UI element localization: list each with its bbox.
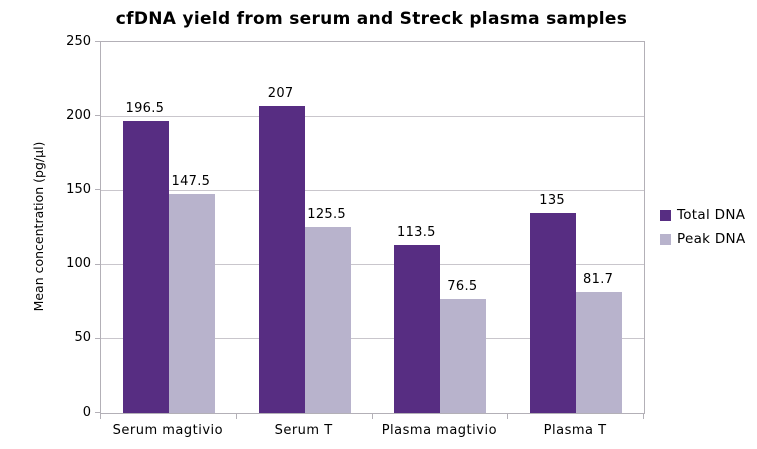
x-axis-category-label: Serum magtivio (112, 423, 224, 438)
legend-label: Peak DNA (677, 231, 746, 247)
x-axis-tick (372, 413, 373, 419)
y-axis-tick (95, 115, 100, 117)
y-axis-tick-label: 150 (66, 181, 91, 197)
bar-total-dna-serum-magtivio (122, 121, 169, 413)
x-axis-category-label: Serum T (274, 423, 333, 438)
chart-title: cfDNA yield from serum and Streck plasma… (115, 9, 628, 29)
bar-total-dna-plasma-t (530, 213, 577, 413)
x-axis-tick (507, 413, 508, 419)
x-axis-category-label: Plasma T (543, 423, 607, 438)
legend: Total DNA Peak DNA (660, 203, 745, 251)
x-axis-tick (236, 413, 237, 419)
legend-label: Total DNA (677, 207, 746, 223)
y-axis-tick (95, 189, 100, 191)
bar-value-label: 76.5 (447, 279, 478, 294)
legend-swatch-icon (660, 233, 671, 245)
y-axis-title: Mean concentration (pg/µl) (31, 141, 46, 312)
bar-peak-dna-serum-magtivio (168, 194, 215, 413)
bar-total-dna-serum-t (258, 106, 305, 413)
bar-peak-dna-plasma-t (576, 292, 623, 413)
bar-value-label: 207 (267, 86, 294, 101)
bar-value-label: 147.5 (171, 174, 211, 189)
legend-swatch-icon (660, 209, 671, 221)
bar-value-label: 135 (539, 193, 565, 208)
bar-peak-dna-serum-t (304, 227, 351, 413)
y-axis-tick-label: 100 (66, 256, 91, 272)
gridline-y-100 (101, 264, 644, 266)
gridline-y-150 (101, 189, 644, 191)
y-axis-tick-label: 250 (66, 33, 91, 49)
x-axis-tick (100, 413, 101, 419)
legend-item-total-dna: Total DNA (660, 203, 745, 227)
bar-value-label: 81.7 (583, 272, 614, 287)
x-axis-tick (643, 413, 644, 419)
bar-value-label: 196.5 (125, 101, 165, 116)
bar-value-label: 125.5 (307, 207, 346, 222)
y-axis-tick (95, 337, 100, 339)
gridline-y-50 (101, 338, 644, 340)
gridline-y-200 (101, 115, 644, 117)
bar-value-label: 113.5 (397, 225, 436, 240)
y-axis-tick-label: 200 (66, 107, 91, 123)
bar-total-dna-plasma-magtivio (394, 245, 441, 413)
y-axis-tick-label: 50 (74, 330, 91, 346)
plot-area (100, 41, 645, 414)
bar-peak-dna-plasma-magtivio (440, 299, 487, 413)
y-axis-tick (95, 41, 100, 42)
y-axis-tick-label: 0 (82, 404, 91, 420)
x-axis-category-label: Plasma magtivio (381, 423, 498, 438)
legend-item-peak-dna: Peak DNA (660, 227, 745, 251)
y-axis-tick (95, 263, 100, 265)
y-axis-tick (95, 412, 100, 413)
